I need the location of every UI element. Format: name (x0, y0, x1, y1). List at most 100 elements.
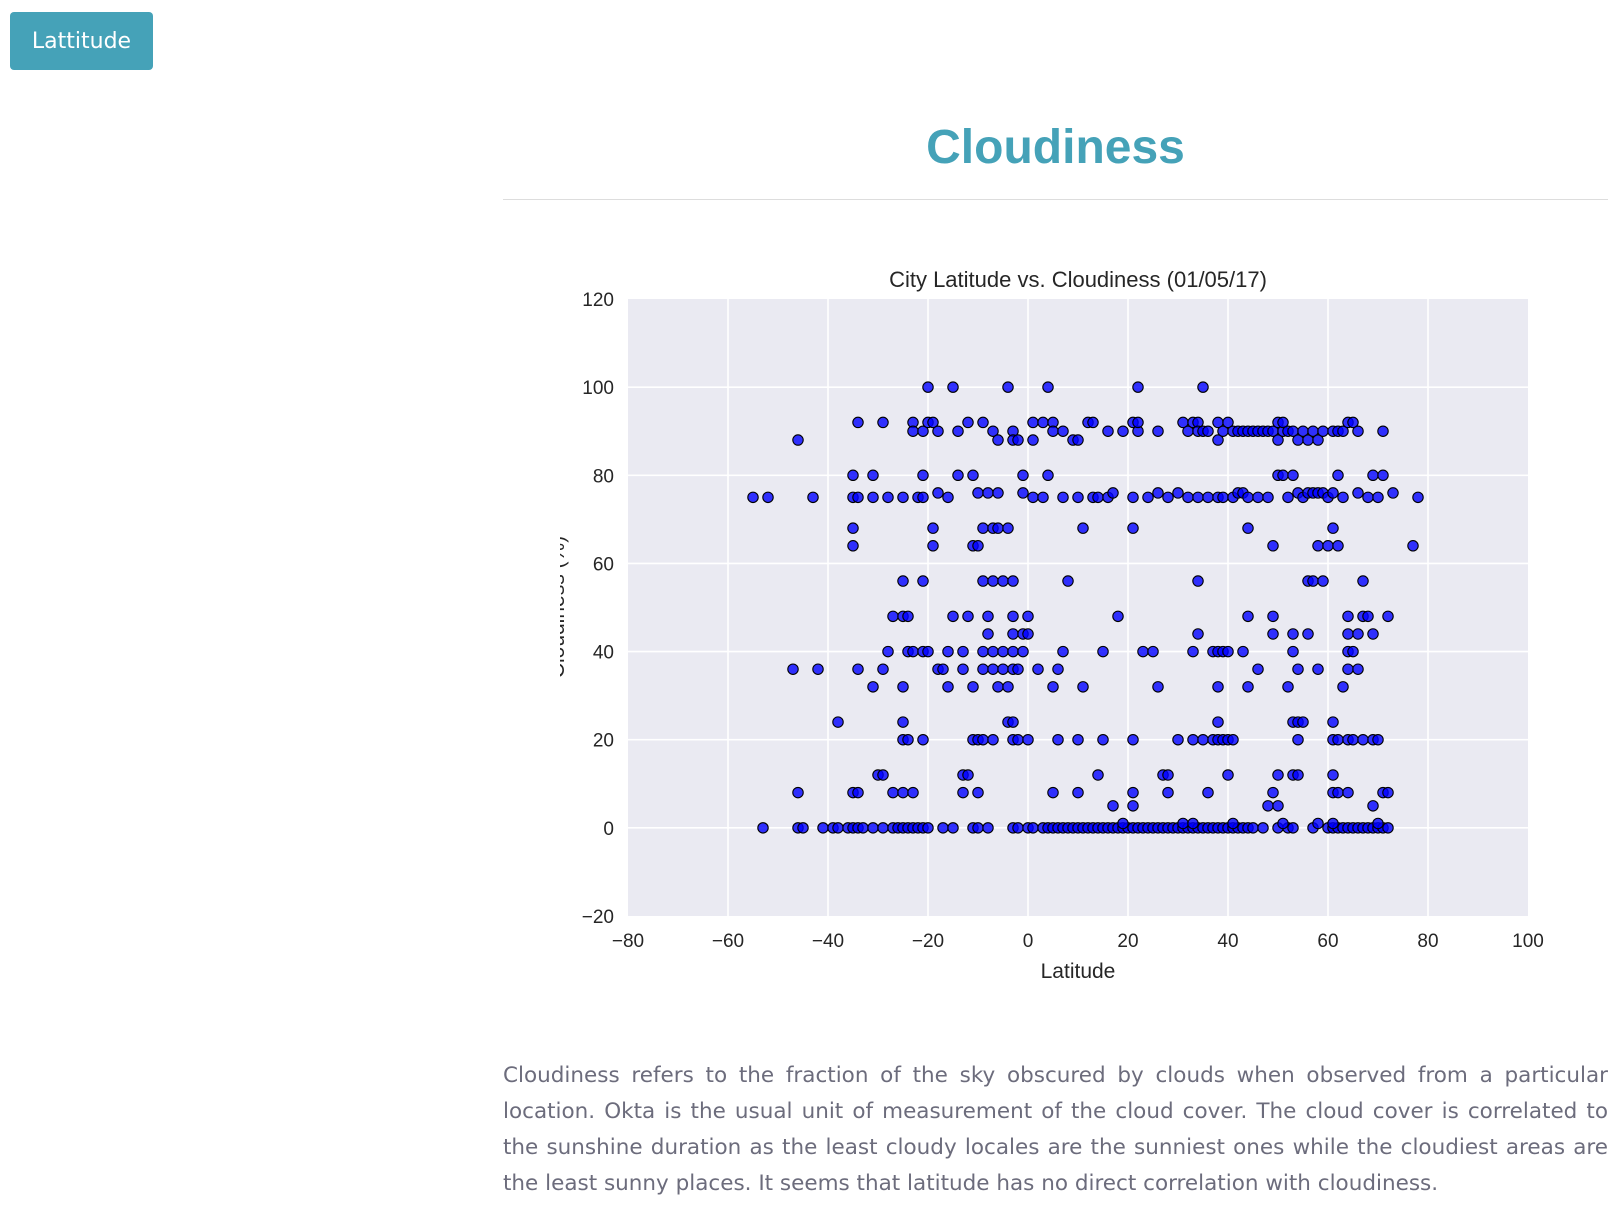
data-point (1002, 522, 1014, 534)
data-point (867, 822, 879, 834)
x-axis-label: Latitude (1041, 960, 1116, 983)
data-point (1262, 800, 1274, 812)
x-tick-label: 60 (1317, 931, 1338, 952)
data-point (1327, 817, 1339, 830)
y-tick-label: 0 (603, 819, 614, 840)
data-point (1272, 769, 1284, 781)
data-point (1222, 769, 1234, 781)
data-point (1177, 817, 1189, 830)
data-point (1057, 491, 1069, 504)
data-point (1097, 733, 1109, 746)
data-point (1287, 822, 1299, 834)
data-point (1042, 469, 1054, 482)
y-tick-label: −20 (582, 907, 614, 928)
data-point (1002, 681, 1014, 693)
data-point (922, 645, 934, 658)
data-point (877, 416, 889, 429)
data-point (1212, 434, 1224, 446)
data-point (1237, 645, 1249, 658)
data-point (967, 469, 979, 482)
data-point (1097, 645, 1109, 658)
data-point (852, 786, 864, 799)
data-point (1242, 681, 1254, 693)
data-point (1197, 733, 1209, 746)
data-point (1317, 425, 1329, 437)
x-tick-label: −40 (812, 931, 844, 952)
data-point (1047, 786, 1059, 799)
data-point (1412, 491, 1424, 504)
data-point (897, 786, 909, 799)
data-point (852, 663, 864, 675)
data-point (1017, 645, 1029, 658)
data-point (932, 425, 944, 437)
data-point (1002, 381, 1014, 393)
data-point (1322, 540, 1334, 552)
data-point (1362, 491, 1374, 504)
data-point (1272, 800, 1284, 812)
data-point (817, 822, 829, 834)
data-point (967, 681, 979, 693)
data-point (982, 628, 994, 640)
data-point (787, 663, 799, 675)
data-point (1287, 628, 1299, 640)
data-point (917, 733, 929, 746)
data-point (1052, 733, 1064, 746)
data-point (992, 681, 1004, 693)
data-point (962, 610, 974, 623)
data-point (1267, 540, 1279, 552)
data-point (887, 786, 899, 799)
lattitude-button[interactable]: Lattitude (10, 12, 153, 70)
data-point (992, 487, 1004, 499)
data-point (1317, 575, 1329, 587)
data-point (987, 425, 999, 437)
data-point (1347, 645, 1359, 658)
data-point (1027, 491, 1039, 504)
data-point (1042, 381, 1054, 393)
data-point (1072, 733, 1084, 746)
data-point (1092, 491, 1104, 504)
data-point (1077, 681, 1089, 693)
data-point (1367, 628, 1379, 640)
data-point (1222, 416, 1234, 429)
data-point (947, 610, 959, 623)
data-point (1332, 469, 1344, 482)
data-point (1267, 610, 1279, 623)
data-point (1337, 425, 1349, 437)
data-point (992, 522, 1004, 534)
data-point (1192, 491, 1204, 504)
data-point (917, 491, 929, 504)
data-point (1017, 487, 1029, 499)
data-point (1312, 817, 1324, 830)
data-point (1312, 663, 1324, 675)
data-point (1162, 786, 1174, 799)
data-point (962, 769, 974, 781)
data-point (1192, 575, 1204, 587)
data-point (1182, 491, 1194, 504)
data-point (1172, 733, 1184, 746)
x-tick-label: −80 (612, 931, 644, 952)
data-point (1327, 716, 1339, 728)
data-point (1332, 786, 1344, 799)
data-point (962, 416, 974, 429)
data-point (977, 733, 989, 746)
data-point (1162, 491, 1174, 504)
x-tick-label: 0 (1023, 931, 1034, 952)
data-point (1242, 491, 1254, 504)
title-divider (503, 199, 1608, 200)
data-point (1287, 469, 1299, 482)
data-point (1337, 681, 1349, 693)
data-point (1077, 522, 1089, 534)
data-point (902, 733, 914, 746)
data-point (757, 822, 769, 834)
page-title: Cloudiness (926, 121, 1185, 174)
data-point (1342, 786, 1354, 799)
data-point (987, 575, 999, 587)
chart-title: City Latitude vs. Cloudiness (01/05/17) (889, 267, 1267, 292)
data-point (847, 522, 859, 534)
data-point (972, 487, 984, 499)
data-point (982, 610, 994, 623)
data-point (867, 491, 879, 504)
data-point (947, 381, 959, 393)
y-tick-label: 120 (582, 290, 614, 311)
data-point (1072, 434, 1084, 446)
